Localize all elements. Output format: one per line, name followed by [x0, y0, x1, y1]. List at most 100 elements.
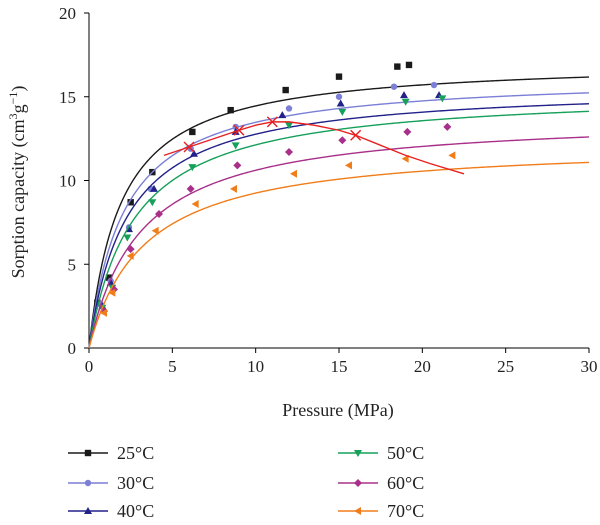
x-axis-title: Pressure (MPa) [282, 400, 393, 421]
legend-label: 30°C [117, 473, 154, 493]
data-point [401, 154, 409, 163]
data-point [155, 210, 163, 218]
axes: 0 5 10 15 20 25 30 0 5 10 15 20 [59, 4, 598, 376]
series-group [88, 151, 590, 349]
plot-area [88, 61, 590, 349]
y-axis-title: Sorption capacity (cm3g−1) [6, 86, 29, 279]
series-line [88, 76, 590, 349]
data-point [285, 105, 293, 112]
data-point [438, 95, 447, 103]
data-point [448, 151, 456, 160]
series-group [88, 95, 590, 349]
data-point [151, 226, 159, 235]
data-point [126, 251, 134, 260]
legend-swatch-marker [84, 479, 92, 487]
data-point [127, 199, 134, 206]
y-axis-title-part: ) [8, 86, 29, 92]
x-tick-label: 15 [331, 357, 348, 376]
legend-label: 70°C [387, 501, 424, 521]
legend-swatch-marker [84, 449, 92, 457]
data-point [290, 169, 297, 178]
legend-label: 25°C [117, 443, 154, 463]
legend-swatch-marker [354, 507, 361, 515]
series-line [88, 110, 590, 349]
y-axis-title-sup: 3 [6, 113, 20, 119]
series-line [88, 92, 590, 349]
data-point [186, 184, 195, 193]
data-point [345, 161, 352, 170]
data-point [335, 73, 343, 80]
data-point [400, 91, 408, 99]
cross-marker [233, 124, 245, 136]
y-tick-label: 0 [68, 339, 77, 358]
data-point [148, 199, 157, 207]
data-point [126, 245, 135, 254]
x-tick-label: 20 [414, 357, 431, 376]
data-point [227, 106, 234, 114]
data-point [401, 98, 410, 106]
legend-swatch-marker [84, 507, 92, 514]
data-point [285, 122, 293, 130]
data-point [394, 63, 401, 70]
data-point [285, 148, 293, 157]
data-point [190, 149, 198, 157]
y-axis-title-part: Sorption capacity (cm [8, 119, 29, 278]
x-tick-label: 25 [497, 357, 514, 376]
data-point [100, 308, 107, 317]
data-point [188, 164, 197, 172]
y-tick-label: 10 [59, 172, 76, 191]
legend-item: 30°C [68, 473, 154, 493]
data-point [335, 93, 343, 100]
data-point [233, 161, 242, 170]
data-point [405, 61, 413, 69]
legend-label: 40°C [117, 501, 154, 521]
legend-swatch-marker [354, 479, 362, 487]
data-point [282, 86, 289, 94]
x-tick-label: 10 [247, 357, 264, 376]
series-line [88, 136, 590, 349]
series-group [88, 81, 590, 349]
data-point [443, 122, 452, 131]
data-point [150, 184, 158, 192]
legend-item: 70°C [338, 501, 424, 521]
data-point [123, 234, 132, 242]
series-group [88, 122, 590, 349]
y-axis-title-part: g [8, 104, 28, 113]
x-tick-label: 5 [168, 357, 177, 376]
legend-label: 60°C [387, 473, 424, 493]
data-point [278, 111, 287, 119]
y-tick-label: 15 [59, 88, 76, 107]
data-point [390, 83, 398, 90]
y-axis-title-sup: −1 [6, 92, 20, 105]
data-point [338, 108, 347, 116]
legend-item: 40°C [68, 501, 154, 521]
series-line [88, 103, 590, 349]
legend-swatch-marker [354, 450, 362, 457]
data-point [403, 127, 412, 136]
cross-marker [266, 116, 278, 128]
data-point [191, 199, 199, 208]
data-point [189, 128, 196, 136]
legend-item: 25°C [68, 443, 154, 463]
x-tick-label: 30 [581, 357, 598, 376]
y-tick-label: 20 [59, 4, 76, 23]
legend-item: 50°C [338, 443, 424, 463]
data-point [430, 81, 438, 89]
data-point [336, 99, 345, 107]
legend-label: 50°C [387, 443, 424, 463]
data-point [338, 136, 347, 145]
cross-line [163, 121, 465, 175]
cross-marker [183, 141, 195, 153]
data-point [230, 184, 237, 193]
x-tick-label: 0 [85, 357, 94, 376]
legend: 25°C 30°C 40°C 50°C 60°C 70°C [68, 443, 424, 521]
legend-item: 60°C [338, 473, 424, 493]
cross-marker [350, 129, 362, 141]
data-point [108, 288, 116, 297]
cross-line-group [163, 116, 465, 175]
data-point [231, 142, 240, 150]
y-tick-label: 5 [68, 255, 77, 274]
series-line [88, 161, 590, 349]
data-point [105, 274, 113, 281]
